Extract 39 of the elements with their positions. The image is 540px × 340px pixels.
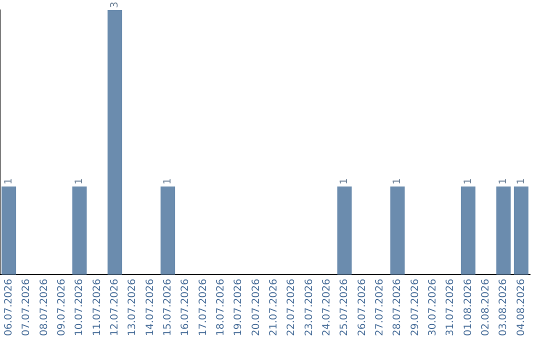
data-label: 1 <box>3 178 14 184</box>
x-tick-label: 16.07.2026 <box>180 278 192 336</box>
x-tick-label: 15.07.2026 <box>162 278 174 336</box>
x-tick-label: 23.07.2026 <box>304 278 315 336</box>
x-tick-label: 10.07.2026 <box>74 278 86 336</box>
x-tick-label: 25.07.2026 <box>339 278 350 336</box>
data-label: 1 <box>339 178 350 184</box>
x-tick-label: 17.07.2026 <box>198 278 209 336</box>
x-tick-label: 19.07.2026 <box>233 278 244 336</box>
x-tick-label: 01.08.2026 <box>462 278 474 336</box>
x-tick-label: 07.07.2026 <box>21 278 32 336</box>
x-tick-label: 08.07.2026 <box>38 278 50 336</box>
x-tick-label: 27.07.2026 <box>374 278 386 336</box>
x-tick-label: 13.07.2026 <box>127 278 138 336</box>
x-tick-label: 18.07.2026 <box>215 278 226 336</box>
data-label: 1 <box>392 178 404 184</box>
x-tick-label: 29.07.2026 <box>410 278 421 336</box>
x-tick-label: 28.07.2026 <box>392 278 404 336</box>
x-tick-label: 14.07.2026 <box>144 278 156 336</box>
data-label: 1 <box>162 178 174 184</box>
x-tick-label: 03.08.2026 <box>498 278 510 336</box>
x-tick-label: 06.07.2026 <box>3 278 14 336</box>
x-tick-label: 26.07.2026 <box>356 278 368 336</box>
x-tick-label: 21.07.2026 <box>268 278 280 336</box>
data-label: 1 <box>74 178 86 184</box>
x-tick-label: 04.08.2026 <box>516 278 527 336</box>
x-tick-label: 22.07.2026 <box>286 278 298 336</box>
data-label: 1 <box>516 178 527 184</box>
x-tick-label: 09.07.2026 <box>56 278 68 336</box>
x-tick-label: 31.07.2026 <box>445 278 456 336</box>
x-tick-label: 20.07.2026 <box>250 278 262 336</box>
x-tick-label: 24.07.2026 <box>321 278 332 336</box>
x-tick-label: 02.08.2026 <box>480 278 492 336</box>
x-tick-label: 11.07.2026 <box>92 278 103 336</box>
data-label: 1 <box>462 178 474 184</box>
x-tick-label: 12.07.2026 <box>109 278 120 336</box>
data-label: 3 <box>109 2 120 8</box>
x-tick-label: 30.07.2026 <box>427 278 438 336</box>
data-label: 1 <box>498 178 510 184</box>
